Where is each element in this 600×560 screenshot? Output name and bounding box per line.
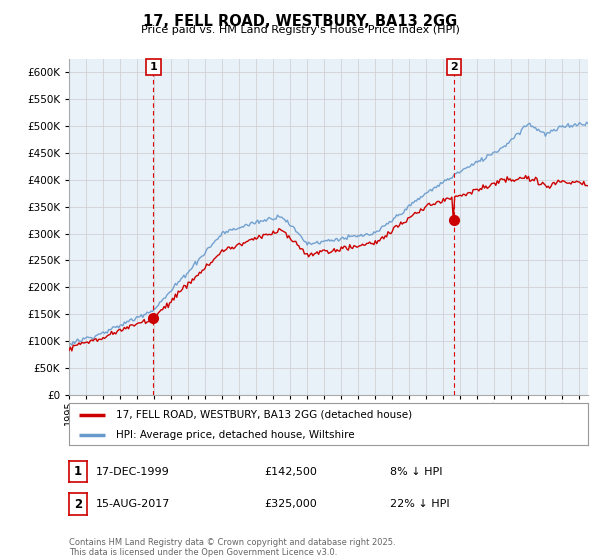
Text: 17, FELL ROAD, WESTBURY, BA13 2GG: 17, FELL ROAD, WESTBURY, BA13 2GG: [143, 14, 457, 29]
Text: Price paid vs. HM Land Registry's House Price Index (HPI): Price paid vs. HM Land Registry's House …: [140, 25, 460, 35]
Text: 2: 2: [74, 497, 82, 511]
Text: £325,000: £325,000: [264, 499, 317, 509]
Text: 8% ↓ HPI: 8% ↓ HPI: [390, 466, 443, 477]
Text: 22% ↓ HPI: 22% ↓ HPI: [390, 499, 449, 509]
Text: 17-DEC-1999: 17-DEC-1999: [96, 466, 170, 477]
Text: 1: 1: [149, 62, 157, 72]
Text: 15-AUG-2017: 15-AUG-2017: [96, 499, 170, 509]
Text: Contains HM Land Registry data © Crown copyright and database right 2025.
This d: Contains HM Land Registry data © Crown c…: [69, 538, 395, 557]
Text: £142,500: £142,500: [264, 466, 317, 477]
Text: 2: 2: [450, 62, 458, 72]
Text: HPI: Average price, detached house, Wiltshire: HPI: Average price, detached house, Wilt…: [116, 430, 355, 440]
Text: 1: 1: [74, 465, 82, 478]
Text: 17, FELL ROAD, WESTBURY, BA13 2GG (detached house): 17, FELL ROAD, WESTBURY, BA13 2GG (detac…: [116, 409, 412, 419]
